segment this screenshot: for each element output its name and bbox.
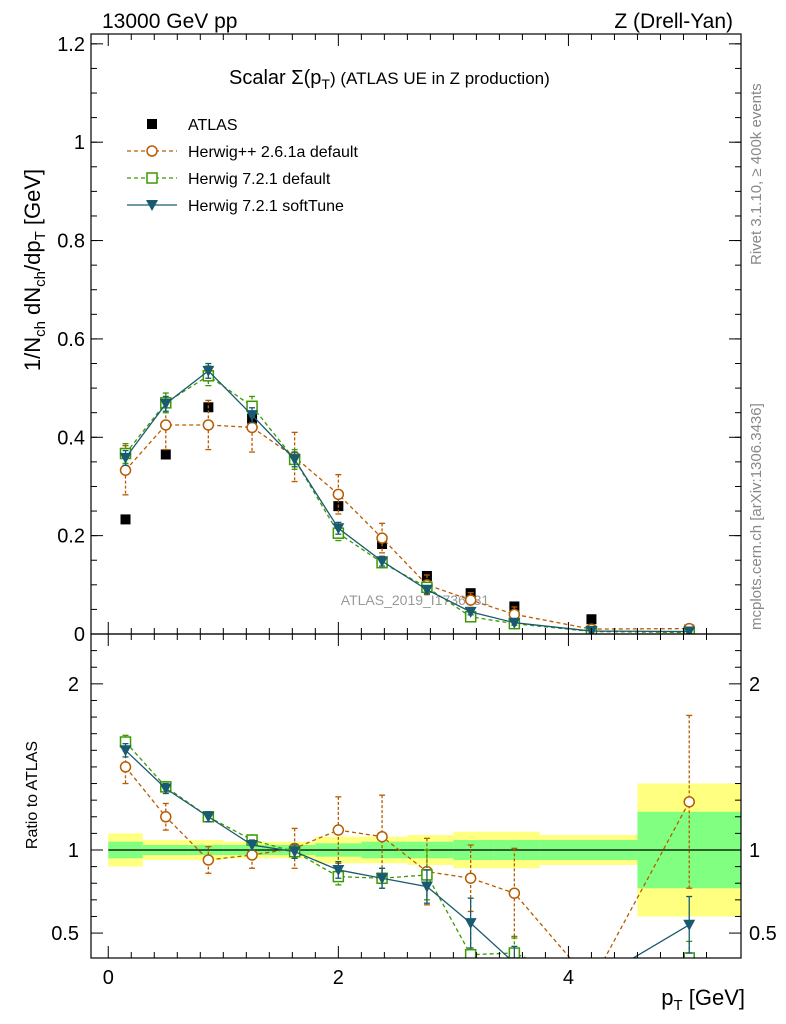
data-point — [119, 452, 132, 464]
data-point — [464, 594, 477, 606]
data-point — [120, 514, 131, 525]
legend-label: Herwig 7.2.1 default — [188, 171, 331, 188]
data-point — [160, 449, 171, 460]
legend-marker — [146, 145, 158, 157]
header-left: 13000 GeV pp — [102, 10, 237, 33]
legend: ATLAS Herwig++ 2.6.1a default Herwig 7.2.1… — [127, 117, 358, 215]
ratio-point — [376, 830, 388, 843]
data-point — [119, 464, 132, 476]
data-point — [246, 421, 258, 434]
data-point — [376, 532, 388, 544]
ratio-point — [683, 796, 695, 808]
data-point — [160, 419, 172, 431]
ratio-y-tick-label-right: 0.5 — [749, 923, 777, 945]
ratio-point — [119, 745, 132, 757]
ratio-line — [125, 749, 690, 958]
ratio-point — [508, 887, 521, 899]
y-tick-label: 0.8 — [57, 231, 85, 253]
series-line — [124, 370, 690, 633]
series-line — [125, 424, 690, 630]
ratio-y-tick-label: 0.5 — [51, 923, 79, 945]
ratio-series-1 — [119, 734, 695, 991]
main-axes: 0 0.2 0.4 0.6 0.8 1 1.2 — [57, 33, 742, 646]
ratio-point — [376, 873, 389, 885]
data-point — [464, 606, 477, 618]
ratio-point — [202, 854, 215, 866]
ratio-axes: 0.5 0.5 1 1 2 2 0 2 4 — [51, 633, 777, 989]
data-point — [332, 523, 345, 535]
y-tick-label: 1.2 — [57, 34, 85, 56]
ratio-point — [464, 872, 477, 884]
x-tick-label: 0 — [103, 967, 114, 989]
y-tick-label: 0 — [74, 624, 85, 646]
ratio-y-tick-label: 1 — [68, 840, 79, 862]
data-point — [159, 398, 172, 410]
ratio-point — [464, 918, 477, 930]
data-point — [683, 626, 696, 634]
series-line — [125, 375, 690, 634]
ratio-point — [586, 978, 596, 988]
main-y-axis-label: 1/Nch dNch/dpT [GeV] — [20, 169, 49, 371]
y-tick-label: 0.2 — [57, 526, 85, 548]
y-tick-label: 1 — [74, 132, 85, 154]
data-point — [202, 419, 215, 431]
ratio-panel: Ratio to ATLAS pT [GeV] 0.5 0.5 1 1 2 2 0 2 4 — [24, 633, 777, 1014]
legend-label: Herwig 7.2.1 softTune — [188, 198, 344, 215]
ratio-point — [288, 846, 301, 858]
data-point — [508, 617, 521, 629]
legend-label: ATLAS — [188, 117, 238, 134]
legend-entry: ATLAS — [147, 117, 238, 134]
ratio-point — [508, 957, 521, 958]
y-tick-label: 0.4 — [57, 427, 85, 449]
header-right: Z (Drell-Yan) — [614, 10, 733, 33]
x-tick-label: 4 — [563, 967, 574, 989]
data-point — [246, 410, 259, 422]
main-panel: Scalar Σ(pT) (ATLAS UE in Z production) … — [20, 33, 742, 646]
ratio-data-layer — [108, 714, 741, 991]
legend-marker — [147, 119, 157, 129]
ratio-line — [125, 766, 690, 958]
rivet-label: Rivet 3.1.10, ≥ 400k events — [748, 83, 765, 265]
legend-entry: Herwig 7.2.1 softTune — [127, 198, 344, 215]
ratio-y-tick-label-right: 1 — [749, 840, 760, 862]
ratio-point — [202, 811, 215, 823]
data-point — [586, 614, 597, 625]
ratio-point — [246, 840, 259, 852]
ratio-y-tick-label-right: 2 — [749, 674, 760, 696]
ratio-point — [585, 978, 597, 989]
ratio-point — [683, 919, 696, 931]
ratio-point — [159, 783, 172, 795]
ratio-y-tick-label: 2 — [68, 674, 79, 696]
y-tick-label: 0.6 — [57, 329, 85, 351]
data-point — [332, 488, 345, 501]
ratio-y-axis-label: Ratio to ATLAS — [24, 741, 41, 849]
ratio-point — [464, 948, 477, 958]
ratio-frame — [90, 633, 742, 959]
main-title: Scalar Σ(pT) (ATLAS UE in Z production) — [229, 67, 550, 92]
ratio-point — [160, 811, 172, 823]
legend-entry: Herwig 7.2.1 default — [127, 171, 331, 188]
data-point — [420, 584, 433, 596]
ratio-point — [119, 761, 132, 773]
x-tick-label: 2 — [333, 967, 344, 989]
x-axis-label: pT [GeV] — [661, 985, 745, 1014]
legend-label: Herwig++ 2.6.1a default — [188, 144, 358, 161]
data-point — [288, 454, 301, 466]
ratio-point — [246, 849, 258, 861]
series-3 — [119, 362, 696, 634]
ratio-point — [332, 864, 345, 876]
data-point — [202, 365, 215, 377]
ratio-series-2 — [119, 743, 696, 989]
ratio-point — [586, 981, 596, 991]
main-data-layer — [119, 362, 696, 634]
ratio-point — [332, 824, 345, 836]
ratio-point — [420, 881, 433, 893]
mcplots-label: mcplots.cern.ch [arXiv:1306.3436] — [748, 403, 765, 630]
legend-marker — [146, 172, 158, 184]
legend-entry: Herwig++ 2.6.1a default — [127, 144, 358, 161]
legend-marker — [146, 200, 158, 211]
data-point — [376, 556, 389, 568]
